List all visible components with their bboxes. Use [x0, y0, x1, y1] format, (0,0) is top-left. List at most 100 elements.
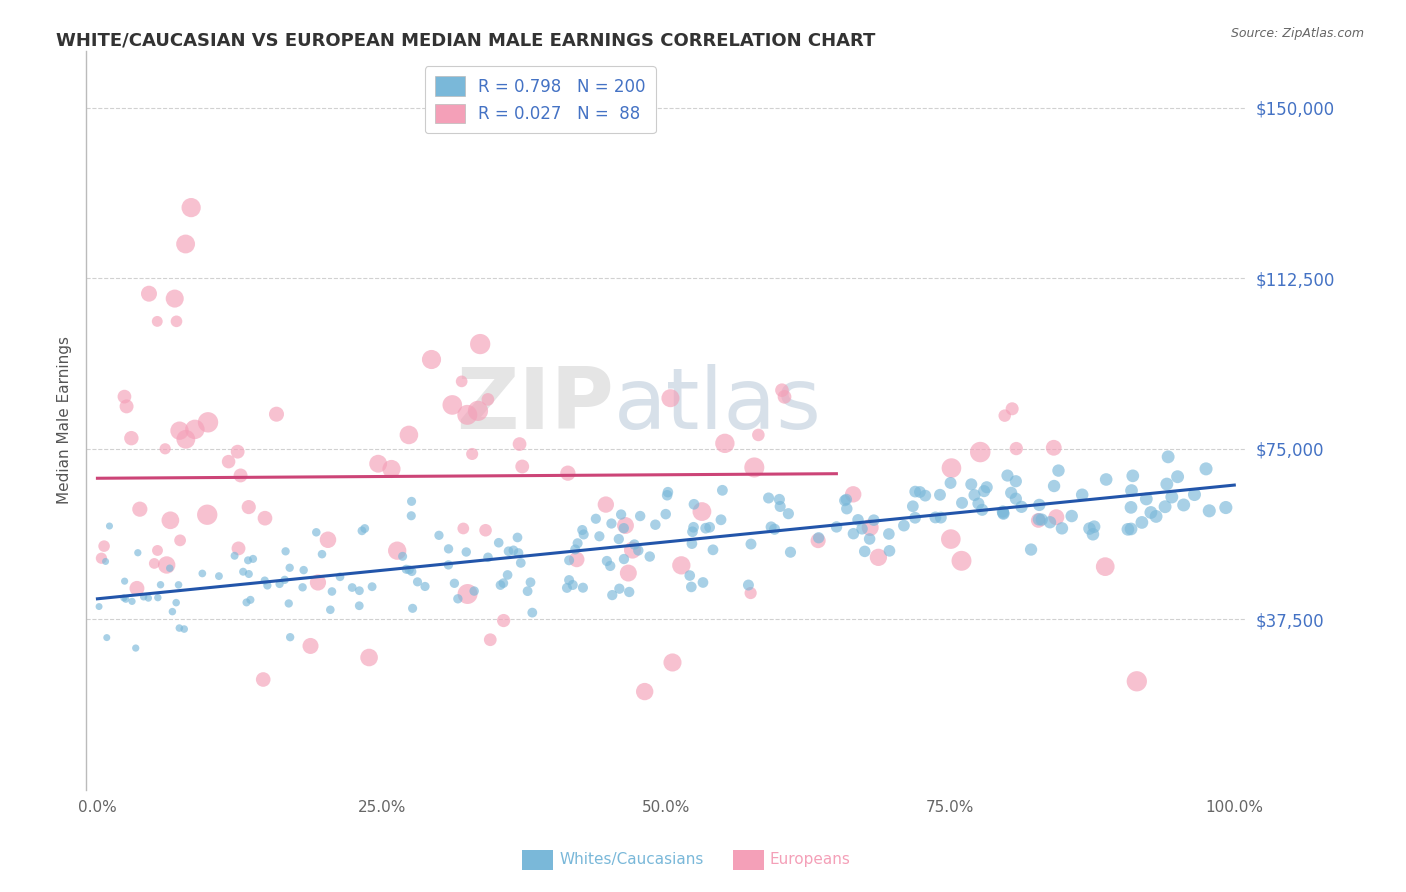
Point: [835, 501, 858, 516]
Text: WHITE/CAUCASIAN VS EUROPEAN MEDIAN MALE EARNINGS CORRELATION CHART: WHITE/CAUCASIAN VS EUROPEAN MEDIAN MALE …: [56, 31, 876, 49]
Point: [692, 575, 714, 590]
Point: [1000, 485, 1022, 500]
Point: [506, 531, 529, 545]
Point: [329, 570, 352, 584]
Point: [169, 621, 191, 635]
Point: [682, 520, 704, 534]
Point: [492, 614, 515, 628]
Point: [623, 537, 645, 551]
Point: [711, 483, 734, 498]
Point: [349, 599, 371, 613]
Point: [316, 533, 339, 547]
Point: [1031, 513, 1053, 527]
Point: [904, 510, 927, 524]
Point: [350, 524, 373, 538]
Point: [169, 424, 191, 438]
Point: [740, 537, 762, 551]
Point: [997, 468, 1019, 483]
Point: [599, 558, 621, 573]
Point: [516, 584, 538, 599]
Point: [1047, 464, 1070, 478]
Point: [253, 574, 276, 588]
Point: [879, 544, 901, 558]
Point: [159, 513, 181, 527]
Point: [191, 566, 214, 581]
Point: [156, 558, 179, 572]
Point: [90, 551, 112, 566]
Point: [488, 535, 510, 549]
Point: [522, 606, 544, 620]
Point: [1071, 488, 1094, 502]
Point: [463, 584, 485, 599]
Point: [447, 591, 470, 606]
Point: [939, 475, 962, 490]
Point: [413, 579, 436, 593]
Point: [908, 485, 931, 500]
Point: [737, 578, 759, 592]
Point: [1095, 473, 1118, 487]
Point: [127, 546, 149, 560]
Point: [1094, 559, 1116, 574]
Point: [1078, 522, 1101, 536]
Point: [169, 533, 191, 548]
Point: [340, 581, 363, 595]
Point: [621, 543, 644, 558]
Point: [441, 398, 464, 412]
Point: [1045, 510, 1067, 524]
Point: [572, 527, 595, 541]
Point: [976, 480, 998, 494]
Point: [963, 488, 986, 502]
Point: [208, 569, 231, 583]
Point: [742, 460, 765, 475]
Point: [1173, 498, 1195, 512]
Point: [163, 292, 186, 306]
Point: [174, 237, 197, 252]
Point: [87, 599, 110, 614]
Point: [1028, 512, 1050, 526]
Point: [770, 383, 793, 397]
Point: [565, 552, 588, 566]
Point: [174, 432, 197, 446]
Point: [614, 518, 637, 533]
Point: [173, 622, 195, 636]
Point: [93, 539, 115, 553]
Point: [278, 561, 301, 575]
Point: [644, 517, 666, 532]
Point: [1028, 513, 1050, 527]
Point: [842, 526, 865, 541]
Point: [859, 532, 882, 546]
Point: [834, 493, 856, 508]
Point: [238, 500, 260, 514]
Point: [492, 576, 515, 591]
Point: [367, 457, 389, 471]
Point: [901, 500, 924, 514]
Point: [1039, 515, 1062, 529]
Point: [699, 520, 721, 534]
Point: [969, 445, 991, 459]
Point: [149, 578, 172, 592]
Point: [121, 594, 143, 608]
Point: [125, 582, 148, 596]
Point: [398, 563, 420, 577]
Point: [868, 550, 890, 565]
Point: [1004, 475, 1026, 489]
Point: [659, 391, 682, 405]
Point: [218, 455, 240, 469]
Point: [846, 513, 869, 527]
Point: [112, 591, 135, 605]
Point: [807, 533, 830, 548]
Point: [519, 575, 541, 590]
Point: [1122, 468, 1144, 483]
Point: [380, 462, 402, 476]
Point: [681, 580, 703, 594]
Point: [610, 508, 633, 522]
Point: [477, 392, 499, 407]
Point: [114, 592, 136, 607]
Point: [1083, 519, 1105, 533]
Point: [162, 605, 184, 619]
Point: [146, 314, 169, 328]
Point: [600, 588, 623, 602]
Point: [842, 487, 865, 501]
Point: [661, 656, 683, 670]
Point: [509, 437, 531, 451]
